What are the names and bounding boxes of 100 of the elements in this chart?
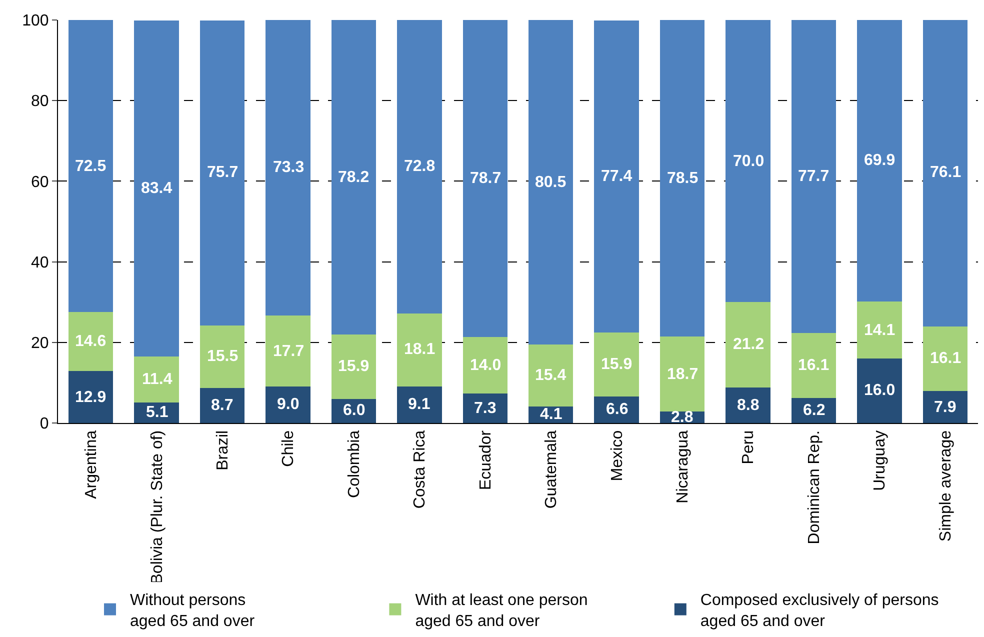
data-label: 83.4: [141, 180, 172, 197]
data-label: 78.7: [470, 170, 502, 187]
data-label: 8.7: [211, 397, 234, 414]
data-label: 6.2: [803, 402, 826, 419]
bar: [726, 20, 770, 302]
bar: [462, 394, 508, 423]
data-label: 77.4: [601, 168, 632, 185]
bar: [528, 344, 574, 406]
bar: [726, 388, 770, 423]
bar: [594, 332, 639, 396]
data-label: 5.1: [146, 404, 168, 421]
y-tick-label: 0: [40, 416, 49, 433]
bar: [266, 315, 310, 387]
bar: [68, 312, 114, 372]
data-label: 7.9: [934, 399, 956, 416]
data-label: 16.1: [930, 350, 962, 367]
data-label: 9.1: [408, 396, 430, 413]
data-label: 76.1: [930, 164, 962, 181]
bar: [68, 20, 114, 312]
data-label: 16.0: [864, 382, 896, 399]
legend-label: With at least one person aged 65 and over: [415, 592, 588, 630]
bar: [200, 388, 245, 423]
x-tick-label: Dominican Rep.: [806, 430, 823, 544]
data-label: 21.2: [733, 336, 764, 353]
data-label: 80.5: [535, 174, 566, 191]
x-tick-label: Peru: [740, 430, 758, 464]
data-label: 73.3: [273, 159, 304, 176]
bar: [791, 333, 836, 398]
x-tick-label: Ecuador: [477, 430, 494, 490]
bar: [922, 20, 968, 326]
x-tick-label: Chile: [280, 430, 298, 467]
bar: [857, 20, 902, 302]
bar: [462, 337, 508, 394]
data-label: 9.0: [277, 396, 300, 413]
data-label: 77.7: [798, 168, 830, 185]
data-label: 15.4: [535, 367, 566, 384]
bar: [397, 386, 442, 423]
data-label: 70.0: [733, 153, 764, 170]
data-label: 15.9: [338, 358, 370, 375]
bar: [134, 356, 179, 402]
data-label: 6.0: [343, 402, 366, 419]
y-tick-label: 40: [31, 254, 49, 272]
x-tick-label: Argentina: [83, 430, 100, 499]
data-label: 69.9: [864, 152, 896, 169]
legend-label: Without persons aged 65 and over: [130, 592, 256, 630]
bar: [134, 20, 179, 357]
x-tick-label: Brazil: [214, 430, 232, 470]
legend-label: Composed exclusively of persons aged 65 and over: [700, 592, 939, 630]
data-label: 8.8: [737, 397, 760, 414]
bar: [331, 20, 376, 335]
bar: [922, 391, 968, 423]
data-label: 78.5: [667, 170, 698, 187]
data-label: 7.3: [474, 400, 496, 417]
data-label: 14.0: [470, 357, 502, 374]
y-tick-label: 100: [22, 12, 49, 30]
bar: [266, 386, 310, 423]
data-label: 75.7: [207, 164, 238, 181]
x-tick-label: Colombia: [346, 430, 363, 498]
bar: [266, 20, 310, 316]
bar: [397, 20, 442, 314]
bar: [68, 371, 114, 423]
bar: [397, 313, 442, 386]
data-label: 14.1: [864, 322, 896, 339]
bar: [857, 302, 902, 359]
y-tick-label: 60: [31, 174, 49, 191]
data-label: 18.7: [667, 366, 698, 383]
data-label: 72.5: [75, 158, 106, 175]
x-tick-label: Nicaragua: [674, 430, 692, 504]
x-tick-label: Mexico: [608, 430, 626, 482]
x-tick-label: Simple average: [937, 430, 954, 542]
data-label: 16.1: [798, 357, 830, 374]
data-label: 4.1: [540, 406, 562, 423]
data-label: 14.6: [75, 333, 106, 350]
bar: [594, 20, 639, 332]
bar: [857, 358, 902, 423]
bar: [922, 326, 968, 392]
x-tick-label: Costa Rica: [412, 430, 429, 509]
data-label: 72.8: [404, 158, 436, 175]
data-label: 17.7: [273, 343, 304, 360]
y-tick-label: 80: [31, 93, 49, 110]
data-label: 6.6: [606, 401, 628, 418]
data-label: 15.9: [601, 356, 632, 373]
bar: [660, 336, 705, 412]
data-label: 18.1: [404, 341, 436, 358]
bar: [528, 20, 574, 344]
bar: [200, 325, 245, 388]
x-tick-label: Guatemala: [543, 430, 560, 509]
data-label: 2.8: [671, 409, 694, 426]
data-label: 12.9: [75, 389, 106, 406]
bar: [726, 302, 770, 388]
y-tick-label: 20: [31, 335, 49, 352]
bar: [331, 334, 376, 399]
bar: [660, 20, 705, 336]
bar: [791, 20, 836, 334]
bar: [462, 20, 508, 338]
data-label: 15.5: [207, 348, 238, 365]
x-tick-label: Uruguay: [872, 430, 889, 491]
data-label: 78.2: [338, 169, 370, 186]
data-label: 11.4: [142, 371, 172, 388]
bar: [200, 20, 245, 326]
